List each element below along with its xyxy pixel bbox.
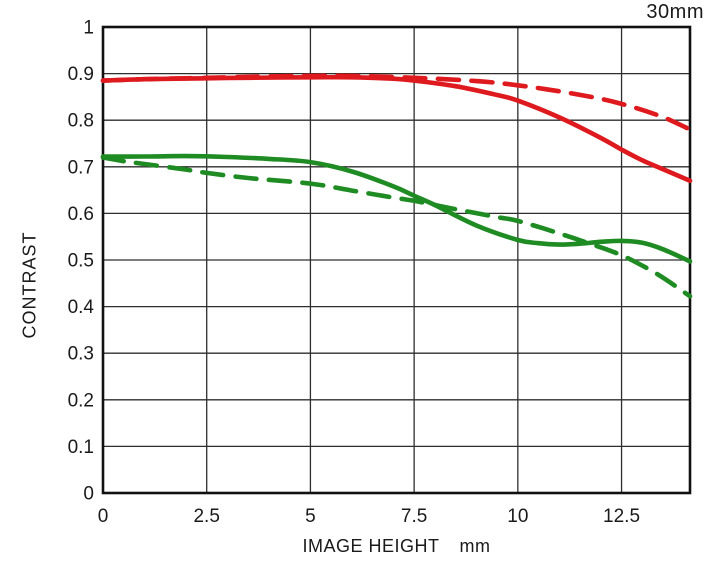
y-tick-label: 0 [83, 484, 94, 505]
y-tick-label: 0.9 [68, 64, 94, 85]
curve-red-dashed [100, 73, 693, 132]
curve-green-solid [100, 153, 693, 264]
curve-red-solid [100, 74, 693, 184]
y-tick-label: 0.7 [68, 157, 94, 178]
x-tick-label: 0 [98, 506, 109, 527]
y-tick-label: 0.2 [68, 390, 94, 411]
curve-green-dashed [100, 155, 693, 299]
y-tick-label: 1 [83, 18, 94, 39]
x-tick-label: 10 [507, 506, 528, 527]
x-tick-label: 7.5 [401, 506, 427, 527]
y-tick-label: 0.3 [68, 344, 94, 365]
x-axis-label-text: IMAGE HEIGHT [302, 536, 440, 556]
x-tick-label: 2.5 [193, 506, 219, 527]
x-axis-unit: mm [459, 536, 491, 556]
y-tick-label: 0.5 [68, 251, 94, 272]
x-tick-label: 5 [305, 506, 316, 527]
chart-title: 30mm [646, 1, 704, 23]
y-tick-label: 0.1 [68, 437, 94, 458]
x-axis-label: IMAGE HEIGHT mm [103, 536, 690, 557]
y-tick-label: 0.4 [68, 297, 95, 318]
y-tick-label: 0.8 [68, 111, 94, 132]
y-tick-label: 0.6 [68, 204, 94, 225]
x-tick-label: 12.5 [603, 506, 640, 527]
